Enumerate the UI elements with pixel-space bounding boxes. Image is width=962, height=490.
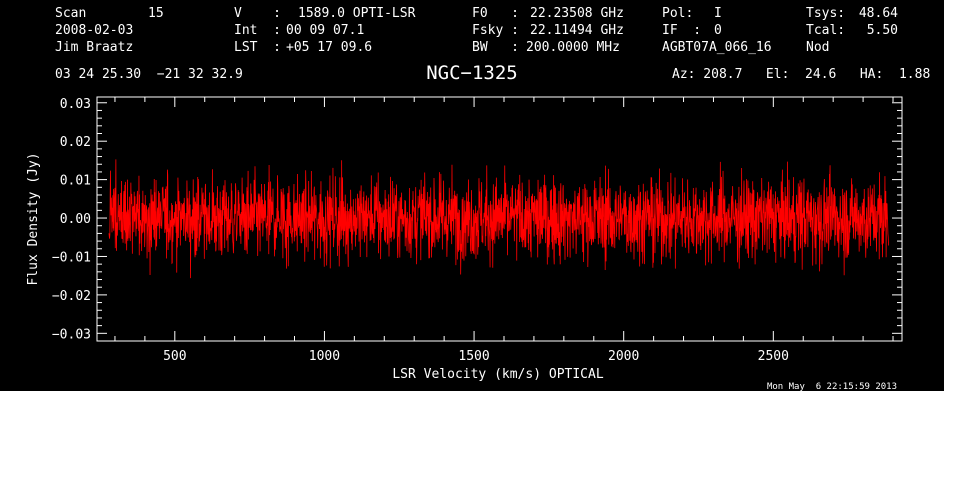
az-el-ha: Az: 208.7 El: 24.6 HA: 1.88 <box>672 67 930 82</box>
y-tick-label: −0.02 <box>52 289 91 304</box>
int-value: 00 09 07.1 <box>286 23 364 38</box>
obs-mode: Nod <box>806 40 829 55</box>
velocity-value: 1589.0 OPTI-LSR <box>298 6 416 21</box>
spectrum-line <box>108 159 889 279</box>
x-tick-label: 1500 <box>458 349 489 364</box>
plot-timestamp: Mon May 6 22:15:59 2013 <box>767 382 897 391</box>
obs-date: 2008-02-03 <box>55 23 133 38</box>
y-tick-label: 0.02 <box>60 135 91 150</box>
tcal-value: 5.50 <box>867 23 898 38</box>
project-id: AGBT07A_066_16 <box>662 40 772 55</box>
y-tick-label: −0.01 <box>52 250 91 265</box>
y-axis-label: Flux Density (Jy) <box>26 152 41 285</box>
source-coords: 03 24 25.30 −21 32 32.9 <box>55 67 243 82</box>
y-tick-label: 0.03 <box>60 97 91 112</box>
f0-value: 22.23508 GHz <box>530 6 624 21</box>
if-label: IF : <box>662 23 701 38</box>
tsys-label: Tsys: <box>806 6 845 21</box>
bw-value: 200.0000 MHz <box>526 40 620 55</box>
x-tick-label: 2500 <box>758 349 789 364</box>
f0-label: F0 : <box>472 6 519 21</box>
velocity-label: V : <box>234 6 281 21</box>
int-label: Int : <box>234 23 281 38</box>
x-tick-label: 2000 <box>608 349 639 364</box>
lst-value: +05 17 09.6 <box>286 40 372 55</box>
lst-label: LST : <box>234 40 281 55</box>
x-tick-label: 1000 <box>309 349 340 364</box>
source-name: NGC−1325 <box>426 62 518 84</box>
y-tick-label: −0.03 <box>52 327 91 342</box>
bw-label: BW : <box>472 40 519 55</box>
spectrum-trace <box>108 159 889 279</box>
tcal-label: Tcal: <box>806 23 845 38</box>
observer-name: Jim Braatz <box>55 40 133 55</box>
x-tick-label: 500 <box>163 349 186 364</box>
pol-label: Pol: <box>662 6 693 21</box>
scan-value: 15 <box>148 6 164 21</box>
y-tick-label: 0.00 <box>60 212 91 227</box>
y-tick-label: 0.01 <box>60 174 91 189</box>
fsky-value: 22.11494 GHz <box>530 23 624 38</box>
scan-label: Scan <box>55 6 86 21</box>
x-axis-label: LSR Velocity (km/s) OPTICAL <box>392 367 603 382</box>
if-value: 0 <box>714 23 722 38</box>
spectrum-panel: Scan 15 V : 1589.0 OPTI-LSR F0 : 22.2350… <box>0 0 944 391</box>
tsys-value: 48.64 <box>859 6 898 21</box>
fsky-label: Fsky : <box>472 23 519 38</box>
plot-frame <box>96 96 903 342</box>
axis-ticks <box>97 97 902 341</box>
pol-value: I <box>714 6 722 21</box>
